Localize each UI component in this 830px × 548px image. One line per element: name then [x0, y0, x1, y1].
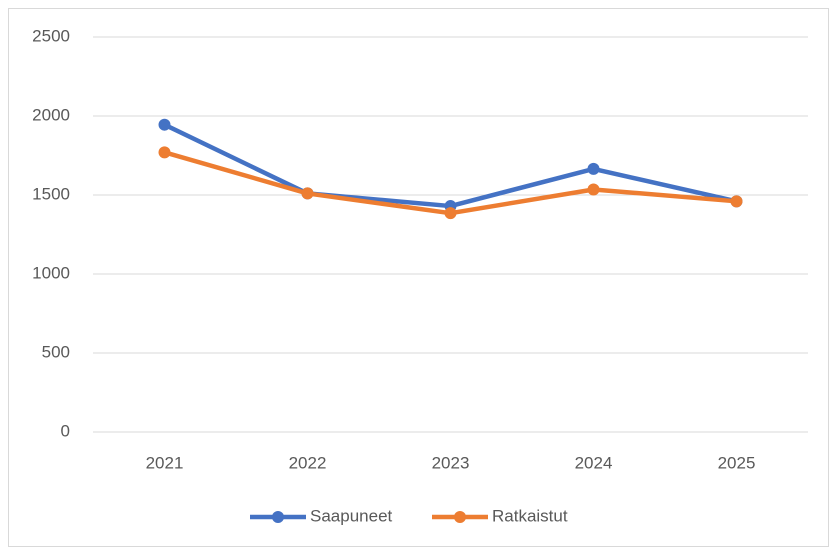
- legend-label: Ratkaistut: [492, 506, 568, 525]
- series-marker: [587, 162, 600, 175]
- chart-border: [8, 8, 829, 547]
- legend-label: Saapuneet: [310, 506, 393, 525]
- y-tick-label: 2500: [32, 26, 70, 45]
- x-tick-label: 2022: [289, 453, 327, 472]
- series-marker: [444, 207, 457, 220]
- y-tick-label: 500: [42, 342, 70, 361]
- x-tick-label: 2023: [432, 453, 470, 472]
- x-tick-label: 2025: [718, 453, 756, 472]
- series-marker: [301, 187, 314, 200]
- y-tick-label: 2000: [32, 105, 70, 124]
- series-marker: [587, 183, 600, 196]
- series-marker: [730, 195, 743, 208]
- legend-marker: [272, 511, 284, 523]
- y-tick-label: 0: [61, 421, 70, 440]
- legend-marker: [454, 511, 466, 523]
- y-tick-label: 1000: [32, 263, 70, 282]
- y-tick-label: 1500: [32, 184, 70, 203]
- series-marker: [158, 146, 171, 159]
- x-tick-label: 2021: [146, 453, 184, 472]
- series-marker: [158, 118, 171, 131]
- x-tick-label: 2024: [575, 453, 613, 472]
